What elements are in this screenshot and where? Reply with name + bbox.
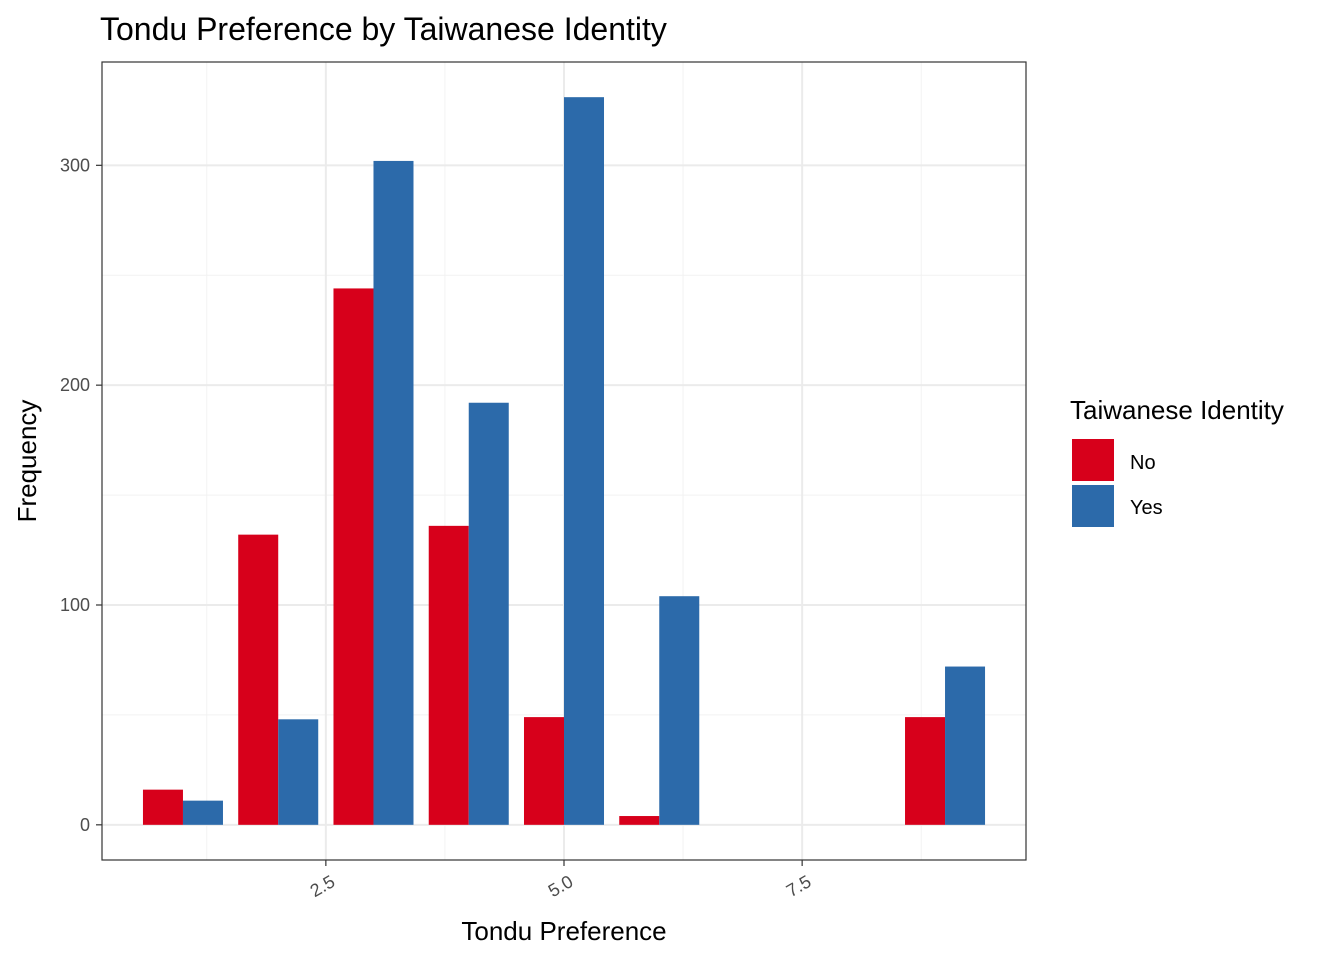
chart-title: Tondu Preference by Taiwanese Identity [100, 11, 667, 47]
bar-no-1 [142, 789, 183, 825]
bar-no-4 [428, 525, 469, 825]
x-tick-label: 7.5 [783, 871, 815, 901]
bar-yes-1 [182, 800, 223, 825]
bar-yes-3 [373, 160, 414, 825]
y-axis-title: Frequency [12, 400, 42, 523]
x-tick-label: 5.0 [545, 871, 577, 901]
bar-no-6 [619, 816, 660, 825]
y-tick-label: 300 [60, 155, 90, 175]
bar-no-9 [905, 717, 946, 825]
bar-yes-9 [945, 666, 986, 825]
bar-no-2 [238, 534, 279, 825]
y-tick-label: 100 [60, 595, 90, 615]
bar-yes-4 [468, 402, 509, 825]
x-axis-title: Tondu Preference [461, 916, 666, 946]
y-tick-label: 0 [80, 815, 90, 835]
legend-label-no: No [1130, 452, 1156, 474]
legend-swatch-no [1072, 439, 1114, 481]
bar-no-3 [333, 288, 374, 825]
x-tick-label: 2.5 [307, 871, 339, 901]
bar-yes-5 [564, 97, 605, 825]
axis-ticks [96, 164, 803, 866]
y-tick-label: 200 [60, 375, 90, 395]
legend-swatch-yes [1072, 485, 1114, 527]
legend: Taiwanese Identity No Yes [1070, 395, 1284, 527]
legend-label-yes: Yes [1130, 497, 1163, 519]
legend-title: Taiwanese Identity [1070, 395, 1284, 425]
bar-no-5 [523, 717, 564, 825]
bar-yes-6 [659, 596, 700, 825]
bars [142, 97, 986, 825]
bar-yes-2 [278, 719, 319, 825]
